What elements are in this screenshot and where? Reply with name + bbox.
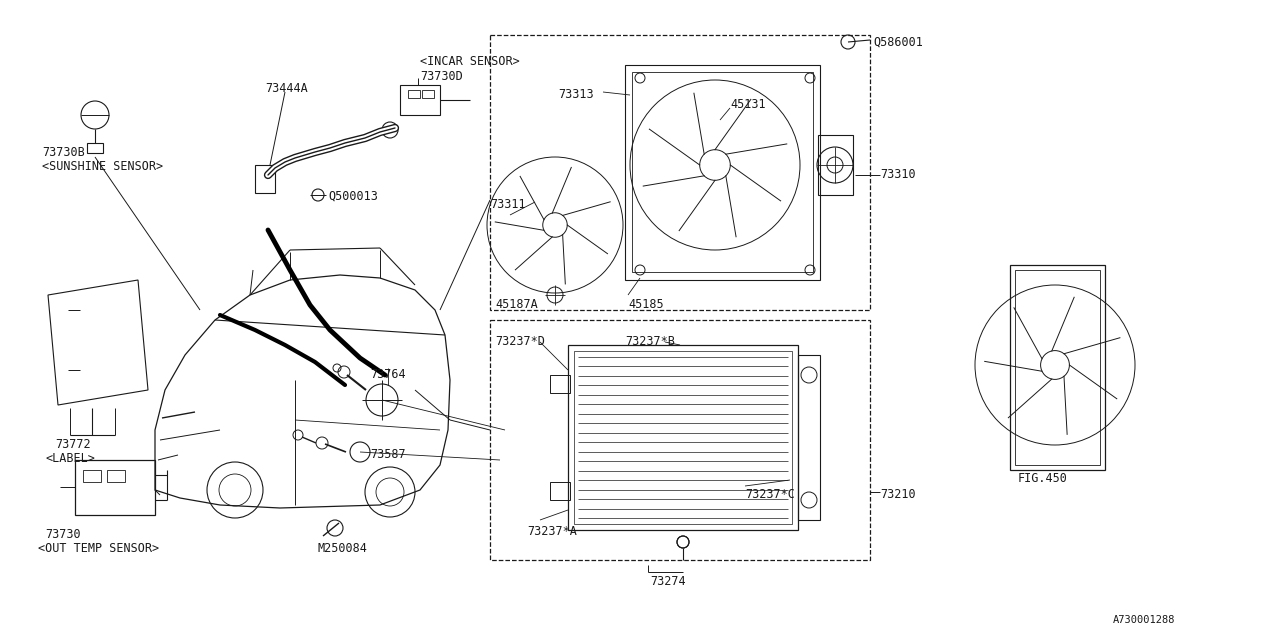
Bar <box>76 460 155 515</box>
Bar <box>490 35 870 310</box>
Bar <box>1015 270 1100 465</box>
Text: <LABEL>: <LABEL> <box>45 452 95 465</box>
Text: 73730D: 73730D <box>420 70 463 83</box>
Bar <box>550 482 570 500</box>
Bar <box>83 470 101 482</box>
Bar <box>550 375 570 393</box>
Text: 73237*A: 73237*A <box>527 525 577 538</box>
Text: 73730: 73730 <box>45 528 81 541</box>
Text: 73274: 73274 <box>650 575 686 588</box>
Text: <SUNSHINE SENSOR>: <SUNSHINE SENSOR> <box>42 160 163 173</box>
Text: A730001288: A730001288 <box>1112 615 1175 625</box>
Text: Q500013: Q500013 <box>328 190 378 203</box>
Text: Q586001: Q586001 <box>873 36 923 49</box>
Text: <OUT TEMP SENSOR>: <OUT TEMP SENSOR> <box>38 542 159 555</box>
Text: M250084: M250084 <box>317 542 367 555</box>
Text: 73444A: 73444A <box>265 82 307 95</box>
Bar <box>422 90 434 98</box>
Text: 73730B: 73730B <box>42 146 84 159</box>
Text: 73764: 73764 <box>370 368 406 381</box>
Bar <box>490 320 870 560</box>
Bar <box>399 85 440 115</box>
Bar <box>255 165 275 193</box>
Text: FIG.450: FIG.450 <box>1018 472 1068 485</box>
Bar <box>568 345 797 530</box>
Bar <box>797 355 820 520</box>
Bar <box>408 90 420 98</box>
Bar <box>1010 265 1105 470</box>
Text: 73237*C: 73237*C <box>745 488 795 501</box>
Text: 73313: 73313 <box>558 88 594 101</box>
Bar <box>573 351 792 524</box>
Text: 45187A: 45187A <box>495 298 538 311</box>
Text: 73311: 73311 <box>490 198 526 211</box>
Text: 73237*B: 73237*B <box>625 335 675 348</box>
Bar <box>108 470 125 482</box>
Bar <box>632 72 813 272</box>
Text: 73772: 73772 <box>55 438 91 451</box>
Text: 45185: 45185 <box>628 298 663 311</box>
Bar <box>87 143 102 153</box>
Bar <box>818 135 852 195</box>
Text: 45131: 45131 <box>730 98 765 111</box>
Text: <INCAR SENSOR>: <INCAR SENSOR> <box>420 55 520 68</box>
Text: 73310: 73310 <box>881 168 915 181</box>
Text: 73587: 73587 <box>370 448 406 461</box>
Text: 73237*D: 73237*D <box>495 335 545 348</box>
Text: 73210: 73210 <box>881 488 915 501</box>
Bar <box>625 65 820 280</box>
